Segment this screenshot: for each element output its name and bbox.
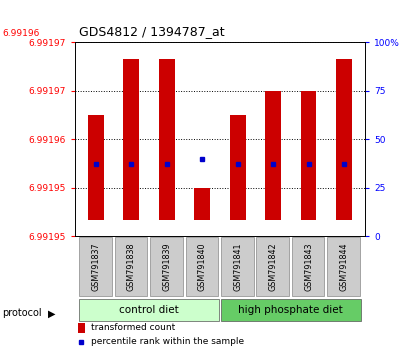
Bar — [78, 323, 85, 333]
Text: GDS4812 / 1394787_at: GDS4812 / 1394787_at — [79, 25, 225, 38]
FancyBboxPatch shape — [221, 237, 254, 296]
FancyBboxPatch shape — [79, 299, 219, 321]
Text: GSM791840: GSM791840 — [198, 242, 207, 291]
Text: GSM791837: GSM791837 — [91, 242, 100, 291]
Bar — [300, 91, 317, 220]
Text: GSM791843: GSM791843 — [304, 242, 313, 291]
Bar — [229, 115, 246, 220]
Bar — [265, 91, 281, 220]
Text: percentile rank within the sample: percentile rank within the sample — [90, 337, 244, 347]
FancyBboxPatch shape — [115, 237, 147, 296]
FancyBboxPatch shape — [327, 237, 360, 296]
FancyBboxPatch shape — [186, 237, 218, 296]
Text: GSM791839: GSM791839 — [162, 242, 171, 291]
Bar — [88, 115, 104, 220]
Text: GSM791842: GSM791842 — [269, 242, 278, 291]
Text: protocol: protocol — [2, 308, 42, 318]
Text: GSM791844: GSM791844 — [339, 242, 349, 291]
FancyBboxPatch shape — [256, 237, 289, 296]
Bar — [159, 59, 175, 220]
Text: transformed count: transformed count — [90, 324, 175, 332]
Text: ▶: ▶ — [48, 308, 55, 318]
Bar — [336, 59, 352, 220]
Text: GSM791841: GSM791841 — [233, 242, 242, 291]
Text: GSM791838: GSM791838 — [127, 242, 136, 291]
FancyBboxPatch shape — [292, 237, 325, 296]
FancyBboxPatch shape — [221, 299, 361, 321]
FancyBboxPatch shape — [150, 237, 183, 296]
FancyBboxPatch shape — [79, 237, 112, 296]
Text: high phosphate diet: high phosphate diet — [239, 305, 343, 315]
Text: control diet: control diet — [119, 305, 179, 315]
Bar — [194, 188, 210, 220]
Text: 6.99196: 6.99196 — [2, 29, 39, 38]
Bar — [123, 59, 139, 220]
